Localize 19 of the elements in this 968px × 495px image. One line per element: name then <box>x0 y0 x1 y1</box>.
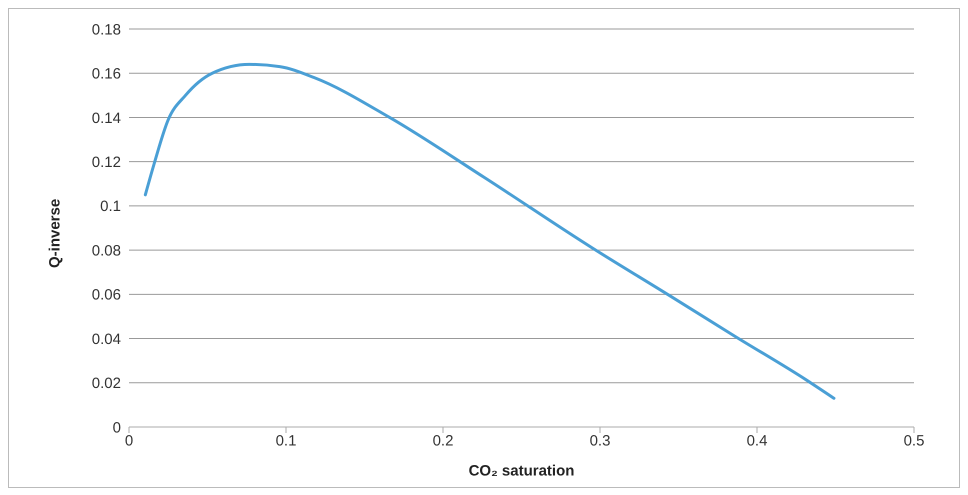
y-tick-label: 0.1 <box>100 198 121 216</box>
y-axis-title: Q-inverse <box>46 198 64 268</box>
x-tick-label: 0.2 <box>432 432 454 450</box>
x-axis-title: CO₂ saturation <box>468 462 574 480</box>
y-tick-label: 0.12 <box>92 154 121 171</box>
y-tick-label: 0 <box>112 419 121 436</box>
y-tick-label: 0.14 <box>92 110 121 127</box>
y-tick-label: 0.08 <box>92 242 121 260</box>
line-series <box>144 62 836 400</box>
y-tick-label: 0.04 <box>92 330 121 348</box>
x-tick-label: 0.1 <box>276 432 296 450</box>
x-tick-label: 0.3 <box>590 432 610 450</box>
y-tick-label: 0.16 <box>92 66 121 83</box>
y-tick-label: 0.18 <box>92 21 121 38</box>
y-tick-label: 0.06 <box>92 286 121 304</box>
x-tick-label: 0.4 <box>746 432 768 450</box>
y-tick-label: 0.02 <box>92 375 121 392</box>
x-tick-label: 0 <box>124 432 134 450</box>
x-tick-label: 0.5 <box>904 432 924 450</box>
